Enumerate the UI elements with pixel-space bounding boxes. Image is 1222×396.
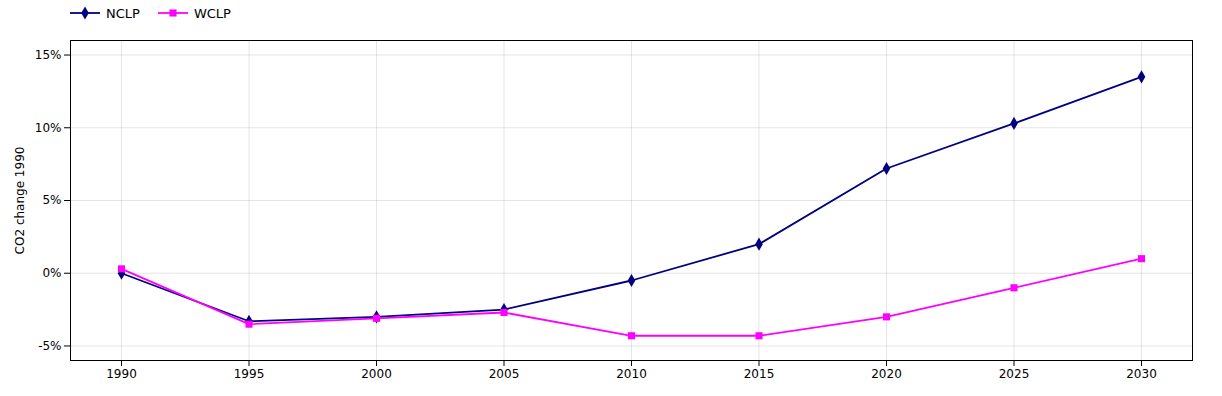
svg-text:1990: 1990 [106,367,137,381]
svg-text:1995: 1995 [234,367,265,381]
html-text:NCLP: NCLP [106,5,140,21]
svg-text:-5%: -5% [38,339,61,353]
html-text:WCLP: WCLP [193,5,231,21]
svg-text:CO2 change 1990: CO2 change 1990 [13,147,27,255]
svg-text:2000: 2000 [361,367,392,381]
svg-text:10%: 10% [35,121,62,135]
svg-text:2030: 2030 [1126,367,1157,381]
svg-text:2015: 2015 [744,367,775,381]
svg-text:5%: 5% [42,193,61,207]
svg-text:15%: 15% [35,48,62,62]
svg-text:2005: 2005 [489,367,520,381]
svg-text:2025: 2025 [999,367,1030,381]
svg-text:2020: 2020 [871,367,902,381]
svg-text:2010: 2010 [616,367,647,381]
svg-text:0%: 0% [42,266,61,280]
